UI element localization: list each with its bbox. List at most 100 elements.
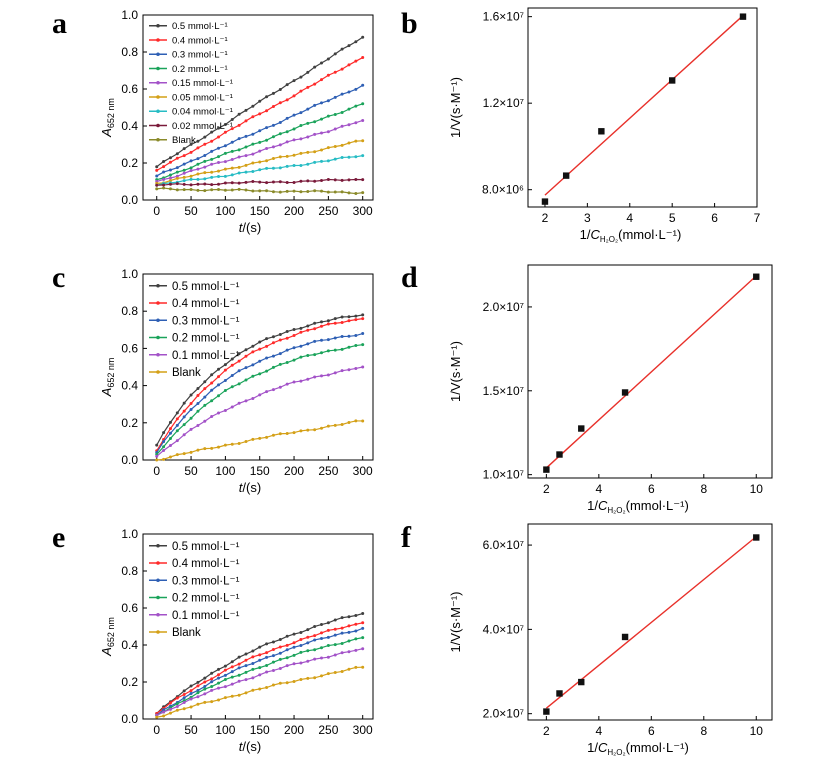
series-point [341,335,344,338]
series-point [286,337,289,340]
series-point [190,705,193,708]
series-point [224,685,227,688]
series-point [327,323,330,326]
x-tick-label: 100 [215,723,235,737]
x-tick-label: 250 [318,204,338,218]
series-point [210,700,213,703]
series-point [347,91,350,94]
legend-entry: 0.3 mmol·L⁻¹ [172,315,240,327]
series-point [334,336,337,339]
series-point [238,680,241,683]
series-point [320,339,323,342]
series-point [320,631,323,634]
series-point [176,157,179,160]
series-point [244,119,247,122]
series-point [320,646,323,649]
series-point [299,190,302,193]
series-point [231,150,234,153]
series-point [293,154,296,157]
fit-line [545,16,743,196]
series-point [210,677,213,680]
series-point [320,148,323,151]
series-point [162,171,165,174]
series-point [313,375,316,378]
series-point [231,695,234,698]
series-point [217,446,220,449]
series-point [334,671,337,674]
data-point [622,389,628,395]
series-point [244,440,247,443]
series-point [265,189,268,192]
x-tick-label: 10 [750,724,764,738]
series-point [162,445,165,448]
series-point [334,71,337,74]
legend-entry: 0.3 mmol·L⁻¹ [172,575,240,587]
series-point [299,124,302,127]
series-point [320,160,323,163]
series-point [238,171,241,174]
series-point [286,117,289,120]
series-point [196,168,199,171]
series-point [210,158,213,161]
series-point [341,642,344,645]
series-point [293,328,296,331]
series-point [361,178,364,181]
series-point [272,167,275,170]
x-tick-label: 0 [153,723,160,737]
series-point [306,86,309,89]
series-point [293,633,296,636]
series-point [361,636,364,639]
legend-entry: 0.5 mmol·L⁻¹ [172,281,240,293]
y-axis-label: A652 nm [99,358,116,398]
legend-entry: 0.05 mmol·L⁻¹ [172,92,233,103]
y-tick-label: 2.0×10⁷ [483,707,524,721]
series-point [361,36,364,39]
series-point [169,712,172,715]
data-point [753,274,759,280]
series-point [217,383,220,386]
series-point [238,124,241,127]
series-point [265,109,268,112]
series-point [320,637,323,640]
series-point [327,74,330,77]
y-axis-label: A652 nm [99,98,116,138]
series-point [176,417,179,420]
legend-entry: 0.02 mmol·L⁻¹ [172,121,233,132]
series-point [286,635,289,638]
series-point [183,415,186,418]
series-point [354,649,357,652]
series-point [196,684,199,687]
series-point [293,127,296,130]
y-tick-label: 0.2 [121,416,138,430]
series-point [313,66,316,69]
series-point [210,415,213,418]
series-point [190,428,193,431]
x-tick-label: 300 [353,204,373,218]
series-point [299,429,302,432]
y-tick-label: 0.4 [121,119,138,133]
series-point [279,143,282,146]
series-line [157,649,363,716]
legend-entry: 0.2 mmol·L⁻¹ [172,64,228,75]
series-point [155,174,158,177]
series-point [176,166,179,169]
series-point [251,350,254,353]
series-point [231,665,234,668]
series-point [251,153,254,156]
series-point [251,345,254,348]
series-point [183,163,186,166]
axis-label-part: 652 nm [106,98,116,128]
series-point [210,171,213,174]
series-point [196,681,199,684]
series-point [286,361,289,364]
series-point [313,189,316,192]
series-point [231,141,234,144]
series-point [190,689,193,692]
series-point [354,623,357,626]
series-point [224,168,227,171]
series-point [210,373,213,376]
legend-entry: 0.1 mmol·L⁻¹ [172,610,240,622]
series-point [190,697,193,700]
series-point [341,616,344,619]
series-point [196,163,199,166]
